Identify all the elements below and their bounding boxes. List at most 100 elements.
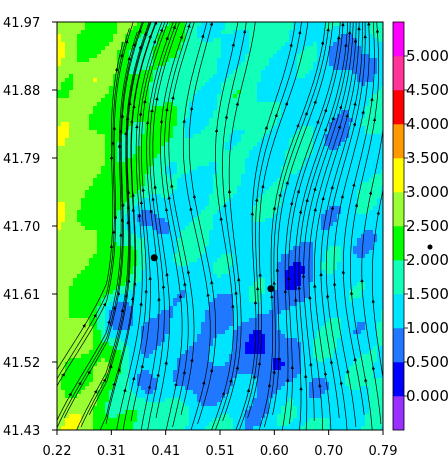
heatmap-cell bbox=[145, 22, 150, 27]
heatmap-cell bbox=[209, 230, 214, 235]
heatmap-cell bbox=[221, 106, 226, 111]
heatmap-cell bbox=[81, 126, 86, 131]
heatmap-cell bbox=[109, 98, 114, 103]
heatmap-cell bbox=[157, 258, 162, 263]
heatmap-cell bbox=[273, 122, 278, 127]
heatmap-cell bbox=[189, 126, 194, 131]
heatmap-cell bbox=[301, 62, 306, 67]
heatmap-cell bbox=[61, 50, 66, 55]
heatmap-cell bbox=[177, 22, 182, 27]
heatmap-cell bbox=[169, 262, 174, 267]
heatmap-cell bbox=[221, 118, 226, 123]
heatmap-cell bbox=[141, 178, 146, 183]
heatmap-cell bbox=[365, 222, 370, 227]
heatmap-cell bbox=[213, 142, 218, 147]
heatmap-cell bbox=[289, 194, 294, 199]
heatmap-cell bbox=[289, 214, 294, 219]
heatmap-cell bbox=[341, 222, 346, 227]
heatmap-cell bbox=[189, 146, 194, 151]
heatmap-cell bbox=[161, 150, 166, 155]
heatmap-cell bbox=[249, 142, 254, 147]
heatmap-cell bbox=[61, 230, 66, 235]
heatmap-cell bbox=[121, 134, 126, 139]
heatmap-cell bbox=[289, 238, 294, 243]
heatmap-cell bbox=[157, 142, 162, 147]
heatmap-cell bbox=[233, 106, 238, 111]
heatmap-cell bbox=[229, 246, 234, 251]
heatmap-cell bbox=[341, 190, 346, 195]
heatmap-cell bbox=[197, 250, 202, 255]
heatmap-cell bbox=[345, 86, 350, 91]
heatmap-cell bbox=[145, 50, 150, 55]
heatmap-cell bbox=[329, 262, 334, 267]
heatmap-cell bbox=[305, 206, 310, 211]
heatmap-cell bbox=[69, 210, 74, 215]
heatmap-cell bbox=[305, 38, 310, 43]
heatmap-cell bbox=[253, 46, 258, 51]
heatmap-cell bbox=[225, 230, 230, 235]
heatmap-cell bbox=[337, 130, 342, 135]
heatmap-cell bbox=[245, 122, 250, 127]
heatmap-cell bbox=[61, 66, 66, 71]
heatmap-cell bbox=[73, 230, 78, 235]
heatmap-cell bbox=[225, 34, 230, 39]
heatmap-cell bbox=[209, 210, 214, 215]
heatmap-cell bbox=[305, 242, 310, 247]
heatmap-cell bbox=[209, 238, 214, 243]
heatmap-cell bbox=[337, 154, 342, 159]
heatmap-cell bbox=[297, 234, 302, 239]
heatmap-cell bbox=[333, 170, 338, 175]
heatmap-cell bbox=[149, 78, 154, 83]
heatmap-cell bbox=[141, 106, 146, 111]
heatmap-cell bbox=[373, 142, 378, 147]
heatmap-cell bbox=[377, 158, 382, 163]
heatmap-cell bbox=[325, 202, 330, 207]
heatmap-cell bbox=[121, 186, 126, 191]
heatmap-cell bbox=[61, 38, 66, 43]
heatmap-cell bbox=[201, 82, 206, 87]
heatmap-cell bbox=[197, 38, 202, 43]
heatmap-cell bbox=[341, 178, 346, 183]
heatmap-cell bbox=[97, 110, 102, 115]
heatmap-cell bbox=[193, 214, 198, 219]
heatmap-cell bbox=[273, 86, 278, 91]
heatmap-cell bbox=[325, 30, 330, 35]
heatmap-cell bbox=[177, 126, 182, 131]
heatmap-cell bbox=[269, 202, 274, 207]
heatmap-cell bbox=[61, 246, 66, 251]
heatmap-cell bbox=[269, 146, 274, 151]
heatmap-cell bbox=[325, 250, 330, 255]
heatmap-cell bbox=[137, 242, 142, 247]
heatmap-cell bbox=[329, 230, 334, 235]
heatmap-cell bbox=[137, 182, 142, 187]
heatmap-cell bbox=[373, 58, 378, 63]
heatmap-cell bbox=[253, 42, 258, 47]
heatmap-cell bbox=[249, 166, 254, 171]
heatmap-cell bbox=[109, 174, 114, 179]
heatmap-cell bbox=[245, 250, 250, 255]
heatmap-cell bbox=[241, 66, 246, 71]
heatmap-cell bbox=[237, 214, 242, 219]
heatmap-cell bbox=[57, 138, 62, 143]
heatmap-cell bbox=[373, 242, 378, 247]
heatmap-cell bbox=[221, 238, 226, 243]
heatmap-cell bbox=[201, 198, 206, 203]
heatmap-cell bbox=[313, 214, 318, 219]
heatmap-cell bbox=[185, 94, 190, 99]
heatmap-cell bbox=[265, 50, 270, 55]
heatmap-cell bbox=[165, 26, 170, 31]
heatmap-cell bbox=[189, 194, 194, 199]
heatmap-cell bbox=[77, 262, 82, 267]
heatmap-cell bbox=[281, 154, 286, 159]
heatmap-cell bbox=[217, 50, 222, 55]
heatmap-cell bbox=[345, 190, 350, 195]
heatmap-cell bbox=[249, 178, 254, 183]
heatmap-cell bbox=[345, 230, 350, 235]
heatmap-cell bbox=[277, 222, 282, 227]
heatmap-cell bbox=[201, 210, 206, 215]
heatmap-cell bbox=[117, 126, 122, 131]
heatmap-cell bbox=[313, 222, 318, 227]
heatmap-cell bbox=[153, 158, 158, 163]
heatmap-cell bbox=[133, 138, 138, 143]
heatmap-cell bbox=[233, 202, 238, 207]
